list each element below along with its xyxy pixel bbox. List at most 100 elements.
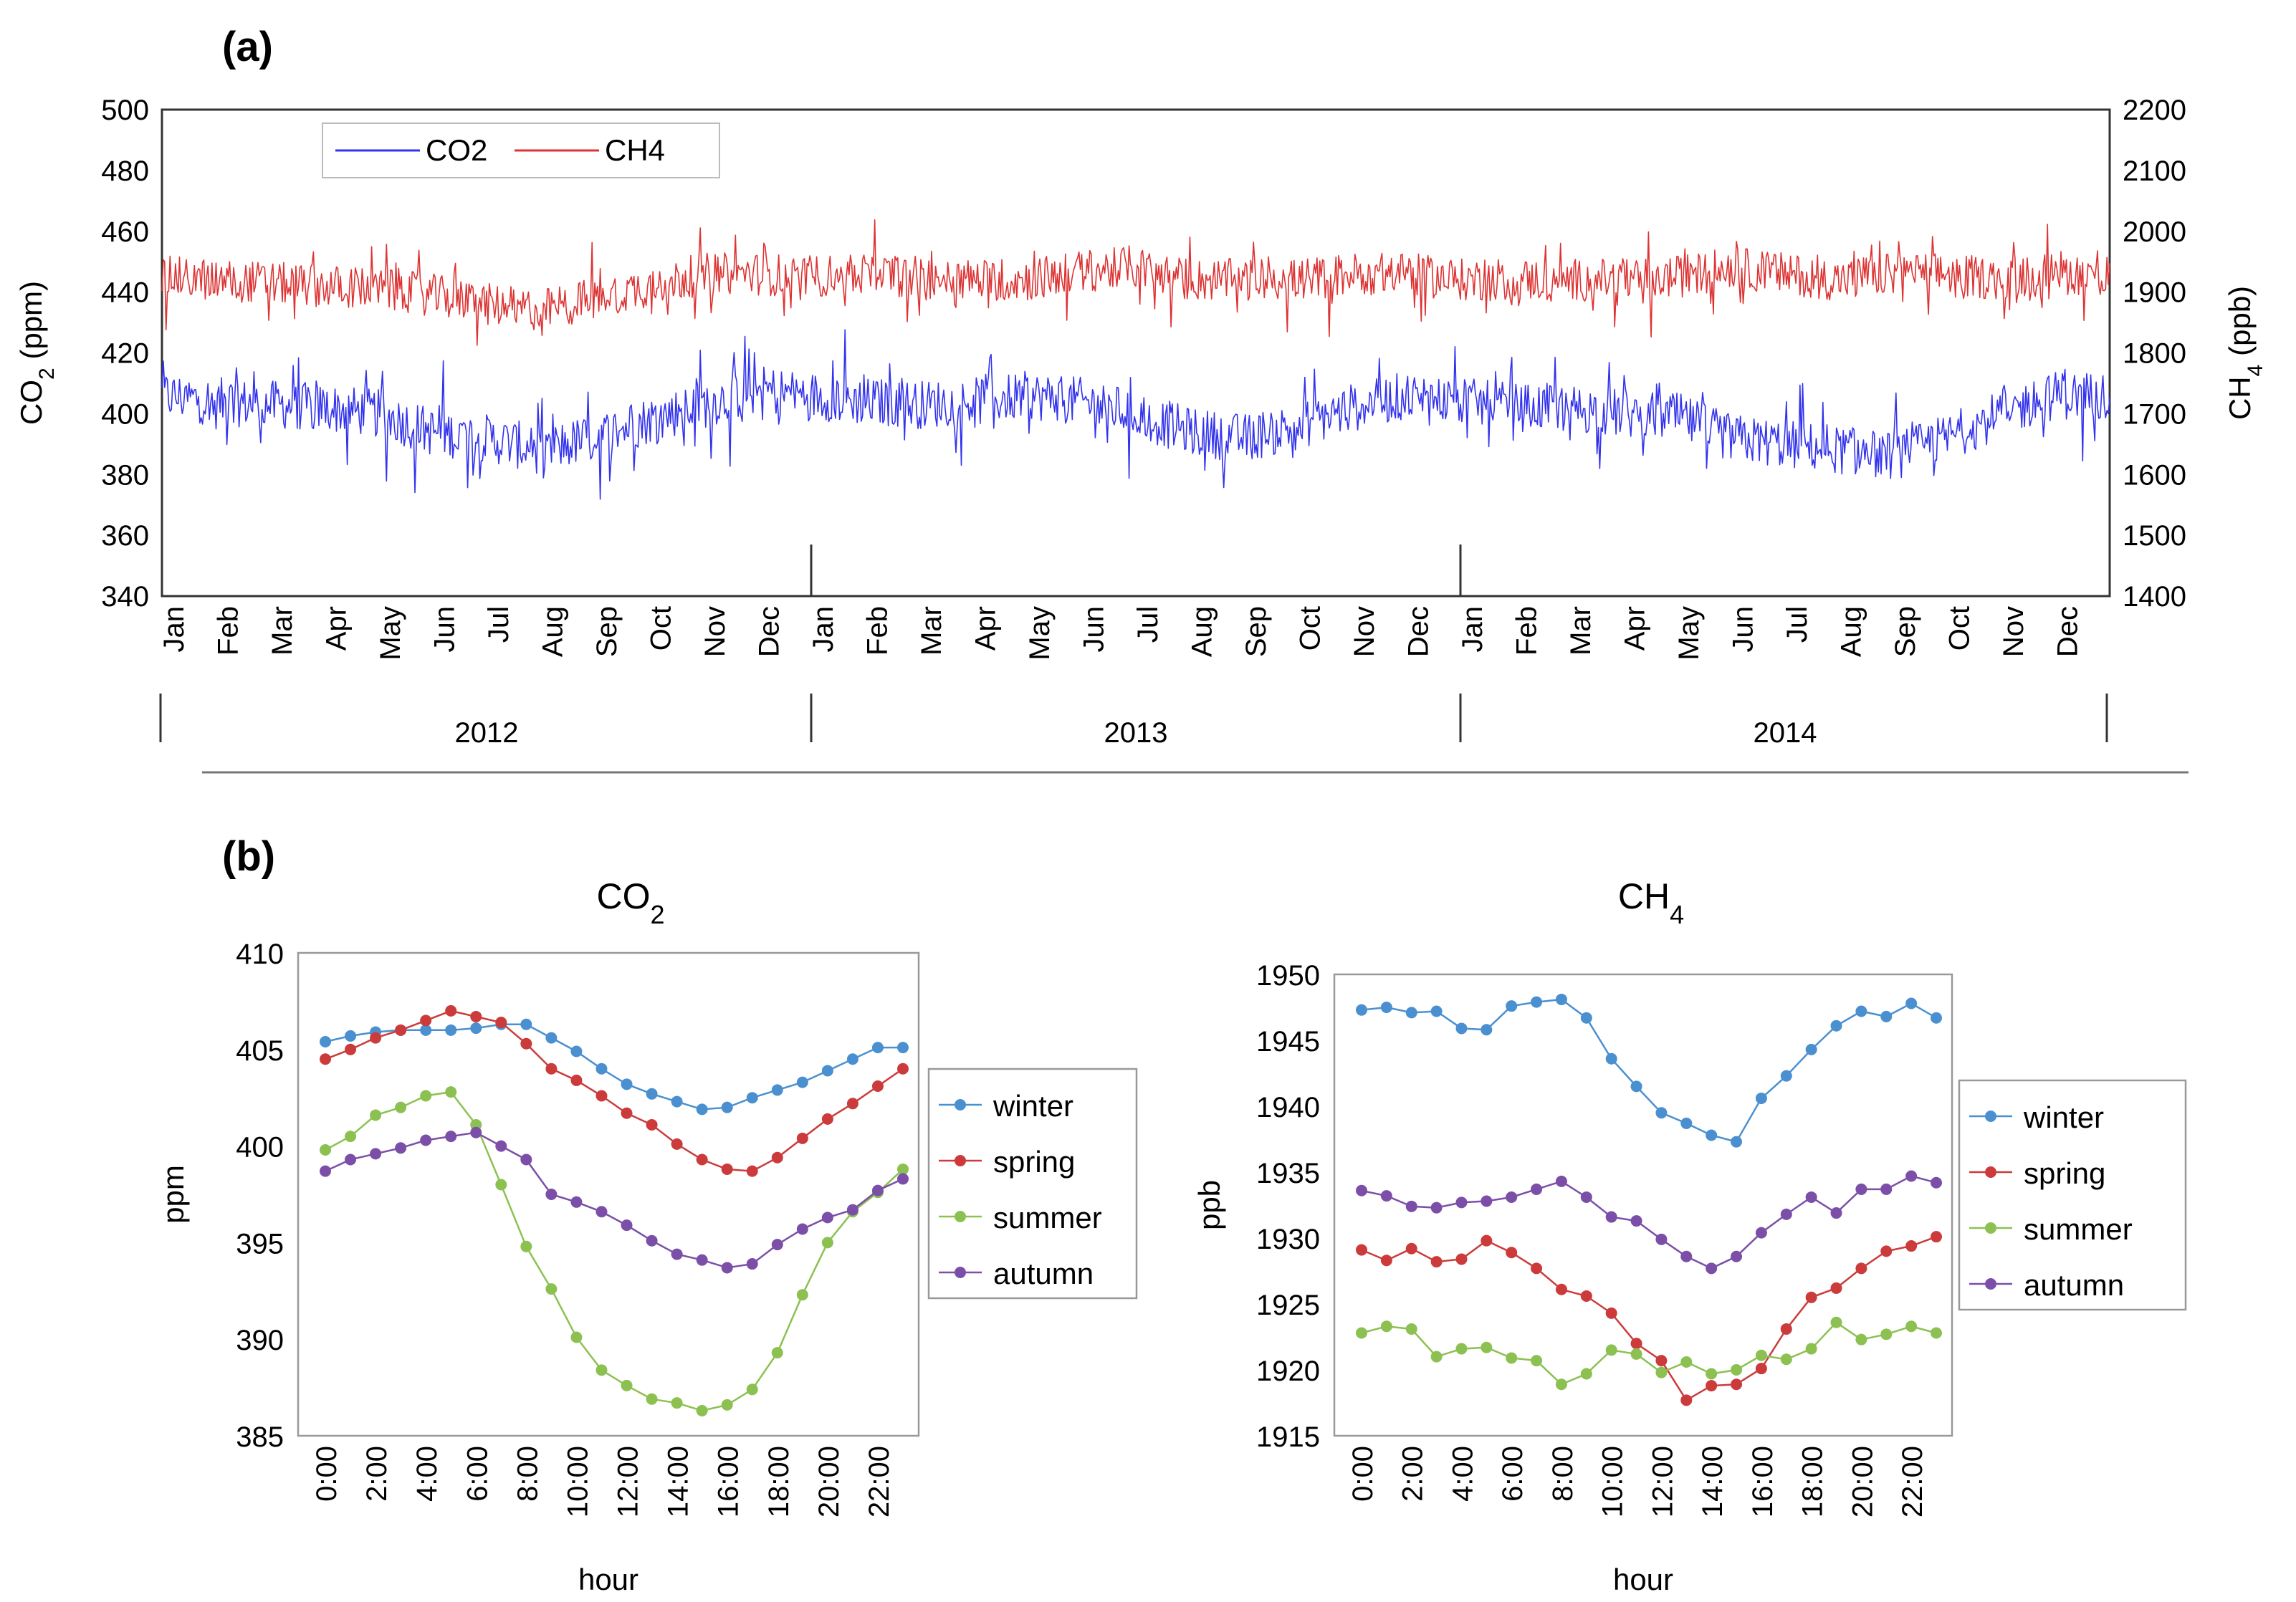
data-point-winter xyxy=(1380,1002,1392,1013)
data-point-autumn xyxy=(1880,1183,1893,1195)
data-point-winter xyxy=(771,1084,783,1096)
data-point-spring xyxy=(897,1063,909,1075)
legend-b-ch4: winter spring summer autumn xyxy=(1958,1079,2187,1311)
data-point-summer xyxy=(1405,1323,1417,1335)
y-tick-label: 1950 xyxy=(1256,960,1320,992)
data-point-spring xyxy=(1356,1244,1367,1256)
data-point-spring xyxy=(545,1063,558,1075)
legend-b-co2: winter spring summer autumn xyxy=(927,1068,1138,1300)
month-tick-label: Sep xyxy=(1890,606,1921,657)
data-point-spring xyxy=(771,1151,783,1164)
x-tick-label: 18:00 xyxy=(763,1446,795,1517)
panel-a-timeseries-chart: 340 360 380 400 420 440 460 480 500 1400 1500 1600 1… xyxy=(14,95,2267,749)
data-point-spring xyxy=(570,1074,583,1086)
series-line-spring xyxy=(325,1009,904,1172)
data-point-summer xyxy=(370,1109,382,1121)
x-tick-label: 8:00 xyxy=(1547,1446,1579,1502)
data-point-autumn xyxy=(671,1248,683,1260)
data-point-summer xyxy=(495,1179,507,1191)
month-tick-label: Jun xyxy=(429,606,461,653)
data-point-winter xyxy=(1830,1020,1842,1032)
data-point-spring xyxy=(495,1017,507,1029)
data-point-summer xyxy=(646,1393,658,1405)
data-point-autumn xyxy=(796,1223,808,1235)
y-tick-label: 400 xyxy=(236,1132,284,1164)
data-point-autumn xyxy=(445,1131,457,1143)
data-point-winter xyxy=(721,1101,733,1113)
x-tick-label: 22:00 xyxy=(1897,1446,1928,1517)
plot-area-b-ch4 xyxy=(1333,973,1953,1437)
data-point-autumn xyxy=(1356,1184,1367,1196)
data-point-spring xyxy=(1655,1355,1668,1367)
panel-b-label: (b) xyxy=(222,833,275,880)
y-tick-label: 1925 xyxy=(1256,1290,1320,1321)
data-point-autumn xyxy=(495,1140,507,1152)
legend-label-winter: winter xyxy=(2023,1100,2104,1134)
data-point-autumn xyxy=(821,1212,833,1224)
month-tick-label: Jul xyxy=(1132,606,1164,643)
data-point-spring xyxy=(746,1165,758,1177)
month-tick-label: Aug xyxy=(1187,606,1218,657)
panel-b-ch4-diurnal-chart: CH4 1915 1920 1925 1930 1935 1940 1945 1950 ppb 0:… xyxy=(1192,876,2187,1596)
data-point-autumn xyxy=(897,1173,909,1185)
month-tick-label: May xyxy=(1024,606,1056,661)
data-point-summer xyxy=(1706,1368,1718,1380)
data-point-spring xyxy=(1805,1291,1817,1303)
data-point-autumn xyxy=(470,1126,482,1138)
data-point-autumn xyxy=(1655,1233,1668,1245)
data-point-spring xyxy=(1506,1247,1518,1259)
data-point-spring xyxy=(671,1138,683,1150)
data-point-winter xyxy=(1805,1043,1817,1055)
month-tick-label: Aug xyxy=(1836,606,1867,657)
data-point-autumn xyxy=(1555,1175,1567,1187)
data-point-summer xyxy=(1605,1344,1617,1356)
data-point-summer xyxy=(1356,1327,1367,1339)
month-tick-label: Mar xyxy=(916,606,947,656)
data-point-winter xyxy=(1430,1005,1443,1017)
x-tick-label: 12:00 xyxy=(613,1446,644,1517)
data-point-winter xyxy=(445,1024,457,1036)
data-point-summer xyxy=(320,1143,331,1156)
data-point-autumn xyxy=(646,1234,658,1247)
data-point-autumn xyxy=(621,1219,633,1232)
data-point-autumn xyxy=(1481,1195,1493,1207)
data-point-summer xyxy=(395,1101,407,1113)
data-point-spring xyxy=(1680,1394,1693,1406)
data-point-spring xyxy=(420,1015,432,1027)
data-point-winter xyxy=(1605,1052,1617,1065)
y-left-tick-label: 340 xyxy=(101,581,149,613)
data-point-winter xyxy=(1931,1012,1942,1024)
plot-area-a xyxy=(161,108,2111,598)
data-point-winter xyxy=(1905,997,1918,1009)
y-tick-label: 395 xyxy=(236,1228,284,1260)
legend-label-co2: CO2 xyxy=(426,133,487,167)
x-tick-label: 12:00 xyxy=(1647,1446,1678,1517)
legend-marker-summer xyxy=(955,1211,966,1222)
data-point-autumn xyxy=(771,1239,783,1251)
x-tick-label: 14:00 xyxy=(1697,1446,1728,1517)
legend-marker-winter xyxy=(955,1099,966,1111)
data-point-spring xyxy=(721,1163,733,1175)
data-point-autumn xyxy=(320,1165,331,1177)
month-tick-label: Aug xyxy=(537,606,569,657)
data-point-spring xyxy=(1555,1283,1567,1295)
x-tick-label: 14:00 xyxy=(663,1446,694,1517)
data-point-summer xyxy=(595,1364,608,1376)
data-point-autumn xyxy=(395,1142,407,1154)
y-axis-title-b-ch4: ppb xyxy=(1192,1180,1226,1230)
legend-marker-autumn xyxy=(955,1267,966,1278)
data-point-spring xyxy=(1430,1256,1443,1268)
month-tick-label: Apr xyxy=(970,606,1002,651)
data-point-winter xyxy=(897,1042,909,1054)
y-tick-label: 1940 xyxy=(1256,1092,1320,1123)
x-tick-label: 16:00 xyxy=(713,1446,745,1517)
month-tick-label: Feb xyxy=(213,606,244,656)
y-left-tick-label: 360 xyxy=(101,520,149,552)
data-point-winter xyxy=(821,1065,833,1077)
data-point-autumn xyxy=(545,1189,558,1200)
data-point-spring xyxy=(821,1113,833,1125)
legend-label-spring: spring xyxy=(2024,1156,2105,1190)
x-axis-title-b-ch4: hour xyxy=(1613,1563,1673,1596)
data-point-summer xyxy=(570,1331,583,1343)
data-point-summer xyxy=(1931,1327,1942,1339)
